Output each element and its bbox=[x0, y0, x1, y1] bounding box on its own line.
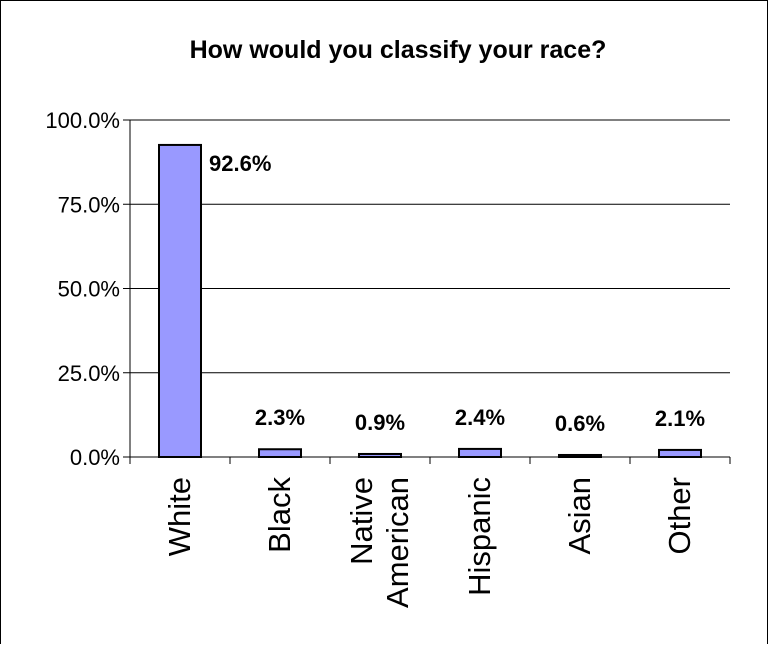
data-label: 92.6% bbox=[209, 151, 271, 176]
data-labels: 92.6% 2.3% 0.9% 2.4% 0.6% 2.1% bbox=[209, 151, 705, 436]
x-tick-label-line: Hispanic bbox=[462, 477, 497, 596]
bar-hispanic bbox=[458, 447, 502, 458]
x-tick-label: Asian bbox=[562, 477, 597, 555]
y-tick-label: 0.0% bbox=[70, 445, 120, 470]
chart-title: How would you classify your race? bbox=[190, 36, 607, 64]
x-tick-label-line: American bbox=[380, 477, 415, 608]
y-tick-label: 75.0% bbox=[58, 192, 120, 217]
data-label: 0.9% bbox=[355, 410, 405, 435]
axes bbox=[123, 119, 731, 464]
x-tick-label: Black bbox=[262, 477, 297, 553]
y-tick-label: 50.0% bbox=[58, 277, 120, 302]
x-tick-label: NativeAmerican bbox=[344, 477, 415, 608]
bar-other bbox=[658, 448, 702, 459]
y-tick-labels: 0.0% 25.0% 50.0% 75.0% 100.0% bbox=[45, 108, 120, 470]
x-tick-label: White bbox=[162, 477, 197, 556]
y-tick-label: 100.0% bbox=[45, 108, 120, 133]
bar-white bbox=[158, 143, 202, 459]
data-label: 2.4% bbox=[455, 405, 505, 430]
bar-black bbox=[258, 448, 302, 458]
x-tick-label-line: Native bbox=[344, 477, 379, 565]
x-tick-label: Hispanic bbox=[462, 477, 497, 596]
bars bbox=[158, 143, 702, 459]
data-label: 0.6% bbox=[555, 411, 605, 436]
x-tick-label-line: White bbox=[162, 477, 197, 556]
x-tick-label: Other bbox=[662, 477, 697, 555]
data-label: 2.1% bbox=[655, 406, 705, 431]
bar-native-american bbox=[358, 452, 402, 459]
bar-asian bbox=[558, 453, 602, 458]
gridlines bbox=[130, 119, 730, 374]
x-tick-label-line: Other bbox=[662, 477, 697, 555]
data-label: 2.3% bbox=[255, 405, 305, 430]
x-tick-label-line: Black bbox=[262, 477, 297, 553]
x-tick-labels: White Black NativeAmerican Hispanic Asian Oth… bbox=[162, 477, 697, 608]
y-tick-label: 25.0% bbox=[58, 361, 120, 386]
x-tick-label-line: Asian bbox=[562, 477, 597, 555]
